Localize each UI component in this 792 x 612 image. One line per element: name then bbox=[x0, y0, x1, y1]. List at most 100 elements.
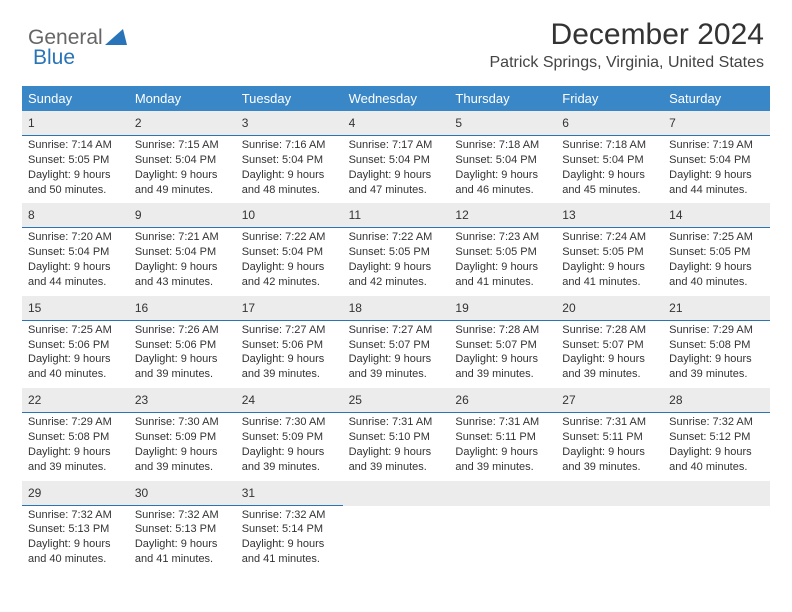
day-number-row: 20 bbox=[556, 296, 663, 321]
sunset-line: Sunset: 5:06 PM bbox=[28, 338, 123, 353]
day-number-row: 18 bbox=[343, 296, 450, 321]
daylight-line: Daylight: 9 hours and 39 minutes. bbox=[242, 445, 337, 475]
day-cell: 4Sunrise: 7:17 AMSunset: 5:04 PMDaylight… bbox=[343, 111, 450, 203]
sunrise-line: Sunrise: 7:31 AM bbox=[349, 415, 444, 430]
daylight-line: Daylight: 9 hours and 39 minutes. bbox=[562, 352, 657, 382]
calendar-week: 1Sunrise: 7:14 AMSunset: 5:05 PMDaylight… bbox=[22, 111, 770, 203]
day-info: Sunrise: 7:32 AMSunset: 5:14 PMDaylight:… bbox=[236, 506, 343, 573]
sunrise-line: Sunrise: 7:25 AM bbox=[28, 323, 123, 338]
daylight-line: Daylight: 9 hours and 39 minutes. bbox=[242, 352, 337, 382]
daylight-line: Daylight: 9 hours and 48 minutes. bbox=[242, 168, 337, 198]
day-number-row: 15 bbox=[22, 296, 129, 321]
day-number-row: 19 bbox=[449, 296, 556, 321]
day-cell: 6 Sunrise: 7:18 AMSunset: 5:04 PMDaylight… bbox=[556, 111, 663, 203]
day-number: 6 bbox=[562, 116, 569, 130]
sunrise-line: Sunrise: 7:17 AM bbox=[349, 138, 444, 153]
day-info: Sunrise: 7:29 AMSunset: 5:08 PMDaylight:… bbox=[22, 413, 129, 480]
sunrise-line: Sunrise: 7:31 AM bbox=[562, 415, 657, 430]
calendar-week: 15Sunrise: 7:25 AMSunset: 5:06 PMDayligh… bbox=[22, 296, 770, 388]
day-cell: 21Sunrise: 7:29 AMSunset: 5:08 PMDayligh… bbox=[663, 296, 770, 388]
day-cell: 19Sunrise: 7:28 AMSunset: 5:07 PMDayligh… bbox=[449, 296, 556, 388]
day-number-row: 24 bbox=[236, 388, 343, 413]
day-number: 28 bbox=[669, 393, 682, 407]
sunset-line: Sunset: 5:04 PM bbox=[242, 245, 337, 260]
daylight-line: Daylight: 9 hours and 41 minutes. bbox=[242, 537, 337, 567]
day-number: 1 bbox=[28, 116, 35, 130]
day-number-row: 14 bbox=[663, 203, 770, 228]
sunrise-line: Sunrise: 7:28 AM bbox=[562, 323, 657, 338]
daylight-line: Daylight: 9 hours and 43 minutes. bbox=[135, 260, 230, 290]
sunset-line: Sunset: 5:06 PM bbox=[135, 338, 230, 353]
sunset-line: Sunset: 5:11 PM bbox=[455, 430, 550, 445]
day-number-row: 16 bbox=[129, 296, 236, 321]
daylight-line: Daylight: 9 hours and 39 minutes. bbox=[349, 445, 444, 475]
day-number-row: 6 bbox=[556, 111, 663, 136]
day-number-row: . bbox=[663, 481, 770, 506]
daylight-line: Daylight: 9 hours and 42 minutes. bbox=[349, 260, 444, 290]
sunset-line: Sunset: 5:11 PM bbox=[562, 430, 657, 445]
day-number-row: 12 bbox=[449, 203, 556, 228]
daylight-line: Daylight: 9 hours and 50 minutes. bbox=[28, 168, 123, 198]
day-info: Sunrise: 7:30 AMSunset: 5:09 PMDaylight:… bbox=[129, 413, 236, 480]
day-info: Sunrise: 7:18 AMSunset: 5:04 PMDaylight:… bbox=[556, 136, 663, 203]
day-cell: 22Sunrise: 7:29 AMSunset: 5:08 PMDayligh… bbox=[22, 388, 129, 480]
day-info: Sunrise: 7:22 AMSunset: 5:04 PMDaylight:… bbox=[236, 228, 343, 295]
day-number-row: 2 bbox=[129, 111, 236, 136]
sunset-line: Sunset: 5:14 PM bbox=[242, 522, 337, 537]
sunset-line: Sunset: 5:09 PM bbox=[135, 430, 230, 445]
day-number-row: 23 bbox=[129, 388, 236, 413]
day-info: Sunrise: 7:21 AMSunset: 5:04 PMDaylight:… bbox=[129, 228, 236, 295]
sunrise-line: Sunrise: 7:28 AM bbox=[455, 323, 550, 338]
day-number-row: 1 bbox=[22, 111, 129, 136]
day-number-row: 17 bbox=[236, 296, 343, 321]
day-number: 5 bbox=[455, 116, 462, 130]
sunset-line: Sunset: 5:08 PM bbox=[28, 430, 123, 445]
location-subtitle: Patrick Springs, Virginia, United States bbox=[490, 54, 765, 72]
sunrise-line: Sunrise: 7:32 AM bbox=[28, 508, 123, 523]
day-info: Sunrise: 7:31 AMSunset: 5:11 PMDaylight:… bbox=[556, 413, 663, 480]
brand-second-row: Blue bbox=[33, 46, 75, 70]
daylight-line: Daylight: 9 hours and 39 minutes. bbox=[669, 352, 764, 382]
dow-header: Friday bbox=[556, 86, 663, 111]
sunset-line: Sunset: 5:07 PM bbox=[455, 338, 550, 353]
daylight-line: Daylight: 9 hours and 44 minutes. bbox=[669, 168, 764, 198]
sunrise-line: Sunrise: 7:18 AM bbox=[455, 138, 550, 153]
day-number-row: 11 bbox=[343, 203, 450, 228]
sunrise-line: Sunrise: 7:23 AM bbox=[455, 230, 550, 245]
day-number-row: 7 bbox=[663, 111, 770, 136]
daylight-line: Daylight: 9 hours and 44 minutes. bbox=[28, 260, 123, 290]
sunrise-line: Sunrise: 7:32 AM bbox=[242, 508, 337, 523]
sunrise-line: Sunrise: 7:32 AM bbox=[135, 508, 230, 523]
day-number-row: 5 bbox=[449, 111, 556, 136]
dow-header: Monday bbox=[129, 86, 236, 111]
day-cell: 1Sunrise: 7:14 AMSunset: 5:05 PMDaylight… bbox=[22, 111, 129, 203]
day-number-row: 22 bbox=[22, 388, 129, 413]
day-number: 30 bbox=[135, 486, 148, 500]
day-number: 7 bbox=[669, 116, 676, 130]
sunrise-line: Sunrise: 7:29 AM bbox=[28, 415, 123, 430]
day-cell: 25Sunrise: 7:31 AMSunset: 5:10 PMDayligh… bbox=[343, 388, 450, 480]
day-number-row: 29 bbox=[22, 481, 129, 506]
sunset-line: Sunset: 5:13 PM bbox=[28, 522, 123, 537]
daylight-line: Daylight: 9 hours and 39 minutes. bbox=[455, 445, 550, 475]
day-number-row: 3 bbox=[236, 111, 343, 136]
day-info: Sunrise: 7:20 AMSunset: 5:04 PMDaylight:… bbox=[22, 228, 129, 295]
day-cell: 20Sunrise: 7:28 AMSunset: 5:07 PMDayligh… bbox=[556, 296, 663, 388]
sunset-line: Sunset: 5:04 PM bbox=[135, 245, 230, 260]
day-info: Sunrise: 7:26 AMSunset: 5:06 PMDaylight:… bbox=[129, 321, 236, 388]
day-info: Sunrise: 7:25 AMSunset: 5:05 PMDaylight:… bbox=[663, 228, 770, 295]
sunrise-line: Sunrise: 7:24 AM bbox=[562, 230, 657, 245]
day-number-row: 9 bbox=[129, 203, 236, 228]
day-info: Sunrise: 7:30 AMSunset: 5:09 PMDaylight:… bbox=[236, 413, 343, 480]
day-number-row: 21 bbox=[663, 296, 770, 321]
sunset-line: Sunset: 5:04 PM bbox=[349, 153, 444, 168]
daylight-line: Daylight: 9 hours and 41 minutes. bbox=[455, 260, 550, 290]
dow-header: Tuesday bbox=[236, 86, 343, 111]
daylight-line: Daylight: 9 hours and 46 minutes. bbox=[455, 168, 550, 198]
sunrise-line: Sunrise: 7:30 AM bbox=[242, 415, 337, 430]
sunset-line: Sunset: 5:10 PM bbox=[349, 430, 444, 445]
day-info: Sunrise: 7:18 AMSunset: 5:04 PMDaylight:… bbox=[449, 136, 556, 203]
daylight-line: Daylight: 9 hours and 39 minutes. bbox=[562, 445, 657, 475]
day-info: Sunrise: 7:32 AMSunset: 5:13 PMDaylight:… bbox=[22, 506, 129, 573]
day-cell: 5 Sunrise: 7:18 AMSunset: 5:04 PMDaylight… bbox=[449, 111, 556, 203]
